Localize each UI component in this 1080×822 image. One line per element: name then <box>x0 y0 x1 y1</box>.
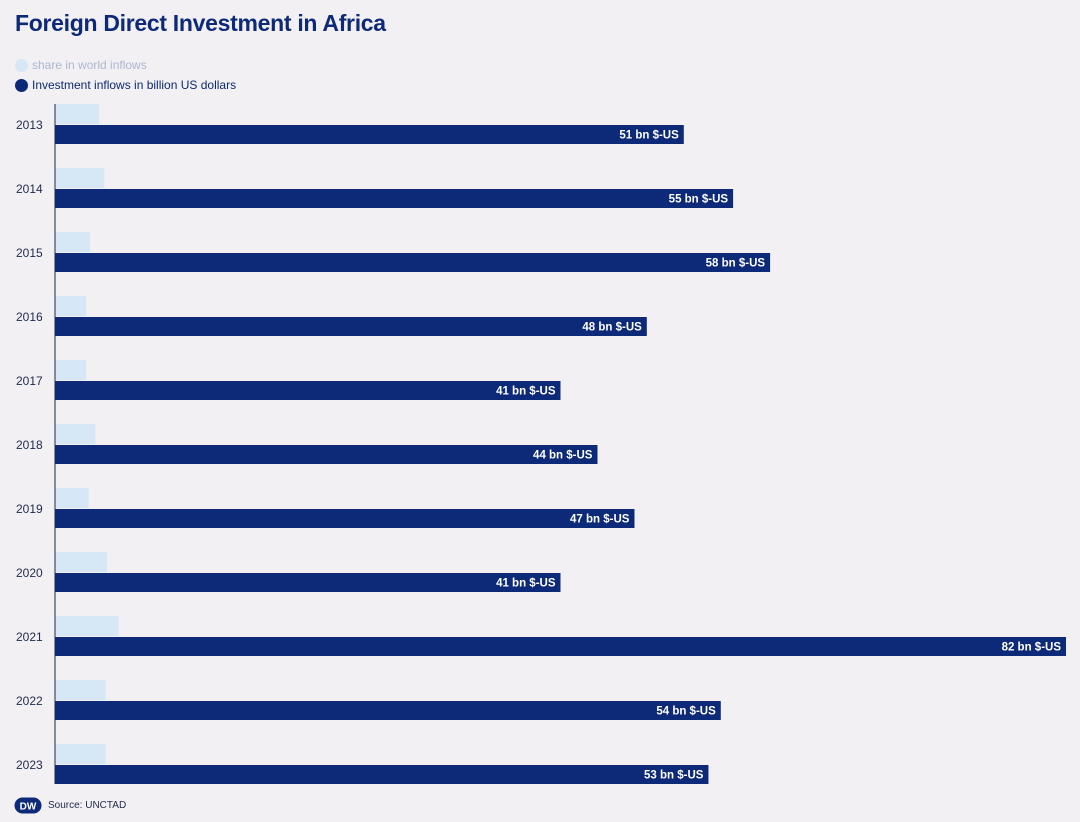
share-bar-2018 <box>55 424 96 444</box>
year-label-2021: 2021 <box>16 630 43 644</box>
share-bar-2019 <box>55 488 89 508</box>
year-label-2023: 2023 <box>16 758 43 772</box>
chart-title: Foreign Direct Investment in Africa <box>15 10 386 36</box>
legend-label-inflows: Investment inflows in billion US dollars <box>32 78 237 92</box>
year-label-2014: 2014 <box>16 182 43 196</box>
bar-chart: 51 bn $-US 2013 55 bn $-US 2014 58 bn $-US 20… <box>16 104 1066 784</box>
year-label-2019: 2019 <box>16 502 43 516</box>
share-bar-2015 <box>55 232 91 252</box>
legend: share in world inflows Investment inflow… <box>15 55 236 95</box>
inflow-bar-2015 <box>55 253 771 272</box>
legend-swatch-share <box>15 58 28 72</box>
share-bar-2021 <box>55 616 119 636</box>
year-label-2017: 2017 <box>16 374 43 388</box>
year-label-2022: 2022 <box>16 694 43 708</box>
share-bar-2023 <box>55 744 106 764</box>
year-label-2020: 2020 <box>16 566 43 580</box>
data-label-2023: 53 bn $-US <box>644 770 704 782</box>
legend-label-share: share in world inflows <box>32 58 147 72</box>
share-bar-2014 <box>55 168 105 188</box>
inflow-bar-2020 <box>55 573 561 592</box>
data-label-2015: 58 bn $-US <box>706 258 766 270</box>
share-bar-2016 <box>55 296 87 316</box>
data-label-2021: 82 bn $-US <box>1002 642 1062 654</box>
data-label-2013: 51 bn $-US <box>619 130 679 142</box>
data-label-2020: 41 bn $-US <box>496 578 556 590</box>
legend-item-share: share in world inflows <box>15 55 236 75</box>
inflow-bar-2017 <box>55 381 561 400</box>
source-note: Source: UNCTAD <box>48 800 127 811</box>
inflow-bar-2023 <box>55 765 709 784</box>
footer: DW Source: UNCTAD <box>14 797 126 814</box>
inflow-bar-2013 <box>55 125 684 144</box>
share-bar-2020 <box>55 552 107 572</box>
data-label-2014: 55 bn $-US <box>669 194 729 206</box>
share-bar-2017 <box>55 360 87 380</box>
inflow-bar-2014 <box>55 189 734 208</box>
data-label-2018: 44 bn $-US <box>533 450 593 462</box>
inflow-bar-2022 <box>55 701 721 720</box>
data-label-2017: 41 bn $-US <box>496 386 556 398</box>
data-label-2019: 47 bn $-US <box>570 514 630 526</box>
dw-logo-text: DW <box>20 801 37 812</box>
inflow-bar-2018 <box>55 445 598 464</box>
inflow-bar-2019 <box>55 509 635 528</box>
year-label-2016: 2016 <box>16 310 43 324</box>
legend-item-inflows: Investment inflows in billion US dollars <box>15 75 236 95</box>
data-label-2016: 48 bn $-US <box>582 322 642 334</box>
share-bar-2022 <box>55 680 106 700</box>
year-label-2013: 2013 <box>16 118 43 132</box>
inflow-bar-2021 <box>55 637 1066 656</box>
inflow-bar-2016 <box>55 317 647 336</box>
legend-swatch-inflows <box>15 78 28 92</box>
dw-logo-icon: DW <box>14 797 42 814</box>
data-label-2022: 54 bn $-US <box>656 706 716 718</box>
year-label-2015: 2015 <box>16 246 43 260</box>
year-label-2018: 2018 <box>16 438 43 452</box>
share-bar-2013 <box>55 104 100 124</box>
